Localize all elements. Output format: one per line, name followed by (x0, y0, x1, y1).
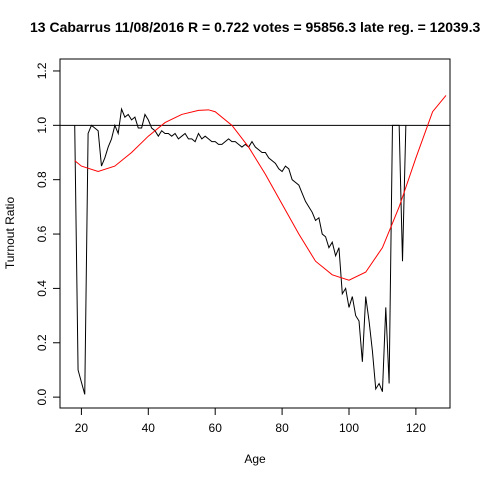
chart-title: 13 Cabarrus 11/08/2016 R = 0.722 votes =… (30, 19, 480, 35)
series-line (74, 107, 407, 395)
x-tick-label: 20 (75, 421, 89, 435)
y-tick-label: 1.0 (35, 117, 49, 134)
y-tick-label: 1.2 (35, 62, 49, 79)
y-tick-label: 0.8 (35, 171, 49, 188)
plot-frame (59, 58, 451, 409)
y-tick-label: 0.0 (35, 388, 49, 405)
x-tick-label: 100 (339, 421, 359, 435)
y-axis-label: Turnout Ratio (3, 197, 17, 270)
y-tick-label: 0.6 (35, 225, 49, 242)
y-tick-label: 0.2 (35, 334, 49, 351)
x-tick-label: 60 (209, 421, 223, 435)
x-tick-label: 80 (275, 421, 289, 435)
x-tick-label: 120 (406, 421, 426, 435)
x-tick-label: 40 (142, 421, 156, 435)
x-axis-label: Age (244, 452, 266, 466)
series-line (74, 95, 447, 281)
y-tick-label: 0.4 (35, 280, 49, 297)
plot-area (60, 95, 450, 395)
